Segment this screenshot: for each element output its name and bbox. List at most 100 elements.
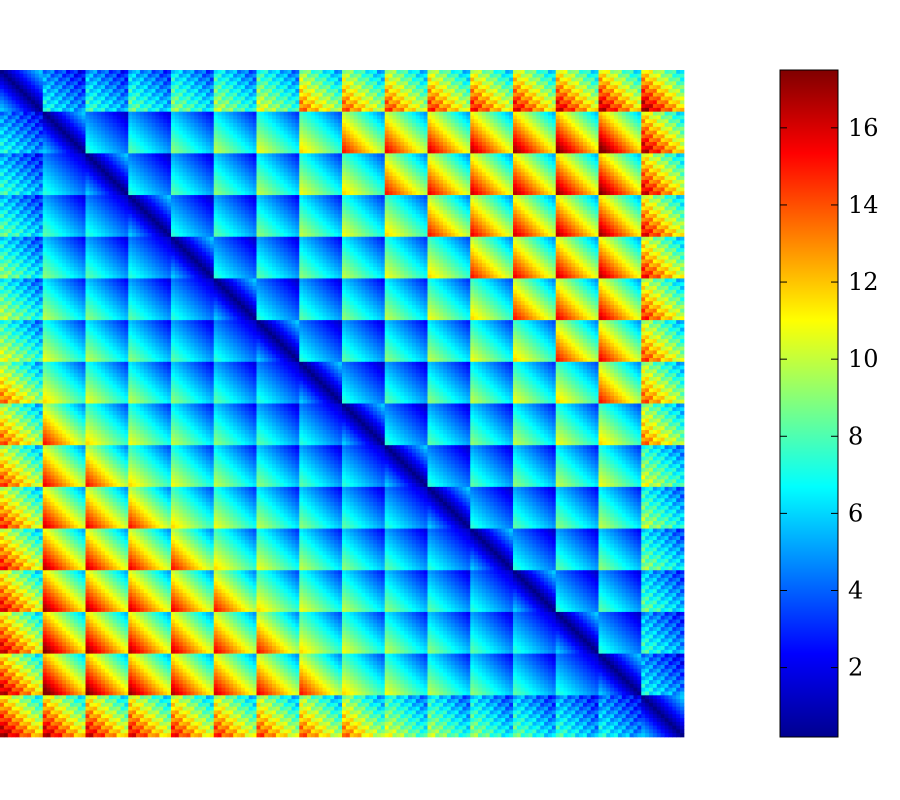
heatmap-cell (575, 131, 579, 135)
heatmap-cell (194, 115, 198, 119)
heatmap-cell (167, 150, 171, 154)
heatmap-cell (455, 100, 459, 104)
heatmap-cell (54, 104, 58, 108)
heatmap-cell (155, 78, 159, 82)
heatmap-cell (218, 104, 222, 108)
heatmap-cell (373, 161, 377, 165)
heatmap-cell (579, 89, 583, 93)
heatmap-cell (4, 157, 8, 161)
heatmap-cell (672, 81, 676, 85)
heatmap-cell (486, 70, 490, 74)
heatmap-cell (284, 150, 288, 154)
heatmap-cell (210, 70, 214, 74)
heatmap-cell (385, 100, 389, 104)
heatmap-cell (163, 97, 167, 101)
heatmap-cell (163, 146, 167, 150)
heatmap-cell (315, 157, 319, 161)
heatmap-cell (365, 93, 369, 97)
heatmap-cell (70, 74, 74, 78)
heatmap-cell (8, 104, 12, 108)
heatmap-cell (93, 176, 97, 180)
heatmap-cell (599, 161, 603, 165)
heatmap-cell (583, 112, 587, 116)
heatmap-cell (206, 157, 210, 161)
heatmap-cell (424, 161, 428, 165)
heatmap-cell (299, 70, 303, 74)
heatmap-cell (179, 157, 183, 161)
heatmap-cell (257, 157, 261, 161)
heatmap-cell (412, 131, 416, 135)
heatmap-cell (501, 100, 505, 104)
heatmap-cell (206, 70, 210, 74)
heatmap-cell (51, 78, 55, 82)
heatmap-cell (342, 138, 346, 142)
heatmap-cell (132, 85, 136, 89)
heatmap-cell (334, 100, 338, 104)
heatmap-cell (361, 169, 365, 173)
heatmap-cell (571, 127, 575, 131)
heatmap-cell (490, 165, 494, 169)
heatmap-cell (58, 165, 62, 169)
heatmap-cell (190, 161, 194, 165)
heatmap-cell (163, 134, 167, 138)
heatmap-cell (39, 172, 43, 176)
heatmap-cell (447, 157, 451, 161)
heatmap-cell (249, 104, 253, 108)
heatmap-cell (276, 134, 280, 138)
heatmap-cell (179, 108, 183, 112)
heatmap-cell (272, 123, 276, 127)
heatmap-cell (136, 123, 140, 127)
heatmap-cell (43, 78, 47, 82)
heatmap-cell (272, 85, 276, 89)
heatmap-cell (676, 172, 680, 176)
heatmap-cell (260, 100, 264, 104)
heatmap-cell (676, 78, 680, 82)
heatmap-cell (89, 169, 93, 173)
heatmap-cell (249, 131, 253, 135)
heatmap-cell (564, 97, 568, 101)
heatmap-cell (128, 74, 132, 78)
heatmap-cell (509, 131, 513, 135)
heatmap-cell (567, 104, 571, 108)
heatmap-cell (78, 100, 82, 104)
heatmap-cell (579, 81, 583, 85)
heatmap-cell (237, 104, 241, 108)
heatmap-cell (19, 165, 23, 169)
heatmap-cell (532, 169, 536, 173)
heatmap-cell (291, 74, 295, 78)
heatmap-cell (159, 127, 163, 131)
heatmap-cell (295, 165, 299, 169)
heatmap-cell (466, 74, 470, 78)
heatmap-cell (326, 172, 330, 176)
heatmap-cell (245, 157, 249, 161)
heatmap-cell (645, 157, 649, 161)
heatmap-cell (622, 150, 626, 154)
heatmap-cell (210, 150, 214, 154)
heatmap-cell (610, 115, 614, 119)
heatmap-cell (8, 134, 12, 138)
heatmap-cell (412, 97, 416, 101)
heatmap-cell (424, 93, 428, 97)
heatmap-cell (591, 165, 595, 169)
heatmap-cell (575, 108, 579, 112)
heatmap-cell (420, 112, 424, 116)
heatmap-cell (93, 142, 97, 146)
heatmap-cell (31, 112, 35, 116)
heatmap-cell (319, 150, 323, 154)
heatmap-cell (237, 157, 241, 161)
heatmap-cell (564, 131, 568, 135)
heatmap-cell (62, 85, 66, 89)
heatmap-cell (470, 146, 474, 150)
heatmap-cell (225, 104, 229, 108)
heatmap-cell (602, 78, 606, 82)
heatmap-cell (210, 157, 214, 161)
heatmap-cell (303, 78, 307, 82)
heatmap-cell (560, 78, 564, 82)
heatmap-cell (58, 78, 62, 82)
heatmap-cell (416, 127, 420, 131)
heatmap-cell (315, 153, 319, 157)
heatmap-cell (451, 142, 455, 146)
heatmap-cell (175, 81, 179, 85)
heatmap-cell (637, 100, 641, 104)
heatmap-cell (159, 108, 163, 112)
